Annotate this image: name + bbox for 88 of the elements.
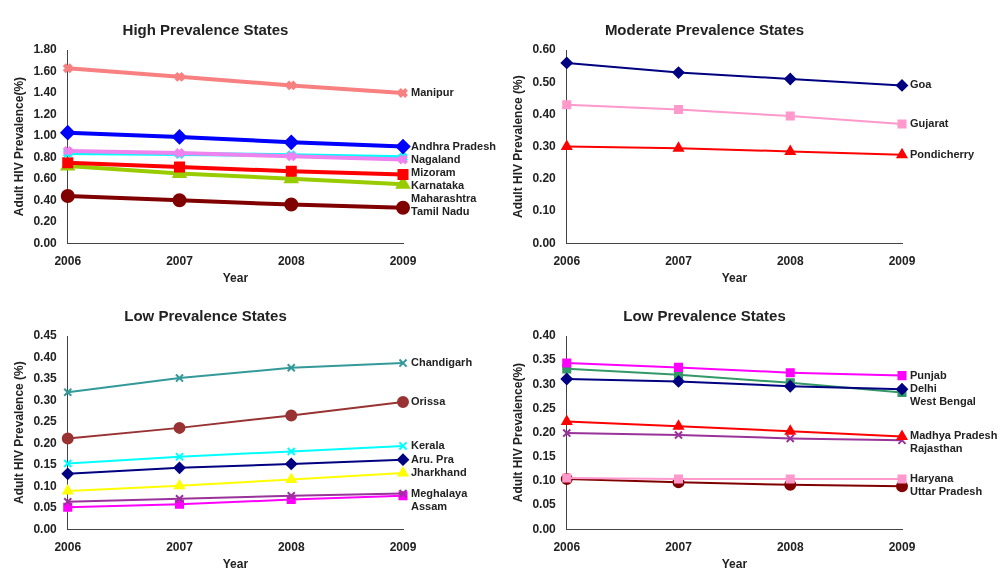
y-tick-label: 0.10 — [532, 203, 557, 218]
series-label: Delhi — [910, 382, 937, 395]
series-label: Uttar Pradesh — [910, 485, 983, 497]
series-label: Gujarat — [910, 117, 949, 130]
y-tick-label: 0.20 — [33, 214, 58, 229]
y-tick-label: 0.40 — [532, 106, 557, 121]
series-label: Goa — [910, 78, 933, 91]
series-label: Pondicherry — [910, 147, 976, 160]
y-tick-label: 0.25 — [33, 414, 58, 429]
y-tick-label: 0.40 — [33, 349, 58, 364]
series-label: Manipur — [411, 85, 455, 98]
y-tick-label: 0.10 — [532, 473, 557, 488]
y-tick-label: 0.40 — [532, 328, 557, 343]
y-tick-label: 0.20 — [33, 435, 58, 450]
series-label: Assam — [411, 499, 448, 512]
series-label: Nagaland — [411, 152, 461, 165]
chart-title: Low Prevalence States — [623, 307, 786, 325]
x-tick-label: 2009 — [888, 253, 916, 268]
x-tick-label: 2008 — [776, 253, 804, 268]
series-label: Kerala — [411, 438, 446, 451]
chart-title: High Prevalence States — [122, 21, 289, 39]
y-axis-title: Adult HIV Prevalence (%) — [11, 361, 26, 504]
y-tick-label: 0.20 — [532, 424, 557, 439]
y-tick-label: 0.60 — [33, 171, 58, 186]
x-tick-label: 2006 — [553, 253, 581, 268]
y-tick-label: 0.50 — [532, 74, 557, 89]
y-tick-label: 0.05 — [33, 500, 58, 515]
y-tick-label: 0.30 — [532, 138, 557, 153]
y-tick-label: 0.00 — [532, 235, 557, 250]
series-label: Karnataka — [411, 178, 466, 191]
series-label: Madhya Pradesh — [910, 429, 998, 442]
y-tick-label: 0.40 — [33, 192, 58, 207]
x-axis-title: Year — [721, 557, 748, 572]
series-label: Maharashtra — [411, 191, 478, 204]
series-label: Tamil Nadu — [411, 204, 470, 217]
series-label: Meghalaya — [411, 486, 469, 499]
series-label: Chandigarh — [411, 356, 473, 369]
series-label: Andhra Pradesh — [411, 139, 497, 152]
series-label: Aru. Pra — [411, 452, 455, 465]
x-axis-title: Year — [222, 557, 249, 572]
y-tick-label: 1.60 — [33, 63, 58, 78]
x-axis-title: Year — [222, 271, 249, 286]
x-axis-title: Year — [721, 271, 748, 286]
x-tick-label: 2008 — [776, 539, 804, 554]
y-tick-label: 0.30 — [532, 376, 557, 391]
y-tick-label: 0.25 — [532, 400, 557, 415]
x-tick-label: 2007 — [665, 253, 693, 268]
series-label: Rajasthan — [910, 442, 963, 455]
y-tick-label: 0.15 — [532, 449, 557, 464]
chart-title: Moderate Prevalence States — [604, 21, 805, 39]
series-label: Punjab — [910, 368, 947, 381]
x-tick-label: 2009 — [888, 539, 916, 554]
y-tick-label: 0.10 — [33, 478, 58, 493]
series-label: Mizoram — [411, 165, 456, 178]
y-tick-label: 1.20 — [33, 106, 58, 121]
series-label: Haryana — [910, 472, 955, 484]
y-tick-label: 0.00 — [33, 235, 58, 250]
x-tick-label: 2009 — [389, 253, 417, 268]
y-tick-label: 0.45 — [33, 328, 58, 343]
y-tick-label: 0.05 — [532, 497, 557, 512]
y-tick-label: 0.80 — [33, 149, 58, 164]
x-tick-label: 2006 — [54, 253, 82, 268]
series-label: Orissa — [411, 395, 447, 408]
chart-title: Low Prevalence States — [124, 307, 287, 325]
y-tick-label: 0.00 — [33, 521, 58, 536]
y-tick-label: 1.40 — [33, 85, 58, 100]
y-tick-label: 0.60 — [532, 42, 557, 57]
y-tick-label: 0.30 — [33, 392, 58, 407]
y-tick-label: 0.35 — [532, 352, 557, 367]
x-tick-label: 2007 — [166, 253, 194, 268]
x-tick-label: 2008 — [277, 539, 305, 554]
x-tick-label: 2007 — [665, 539, 693, 554]
y-tick-label: 0.20 — [532, 171, 557, 186]
series-label: West Bengal — [910, 395, 976, 408]
x-tick-label: 2006 — [553, 539, 581, 554]
y-tick-label: 1.80 — [33, 42, 58, 57]
y-tick-label: 0.15 — [33, 457, 58, 472]
series-label: Jharkhand — [411, 465, 467, 478]
x-tick-label: 2008 — [277, 253, 305, 268]
x-tick-label: 2007 — [166, 539, 194, 554]
x-tick-label: 2006 — [54, 539, 82, 554]
x-tick-label: 2009 — [389, 539, 417, 554]
y-axis-title: Adult HIV Prevalence(%) — [510, 362, 525, 503]
y-tick-label: 0.00 — [532, 521, 557, 536]
y-tick-label: 1.00 — [33, 128, 58, 143]
y-axis-title: Adult HIV Prevalence (%) — [510, 75, 525, 218]
y-axis-title: Adult HIV Prevalence(%) — [11, 76, 26, 217]
y-tick-label: 0.35 — [33, 371, 58, 386]
